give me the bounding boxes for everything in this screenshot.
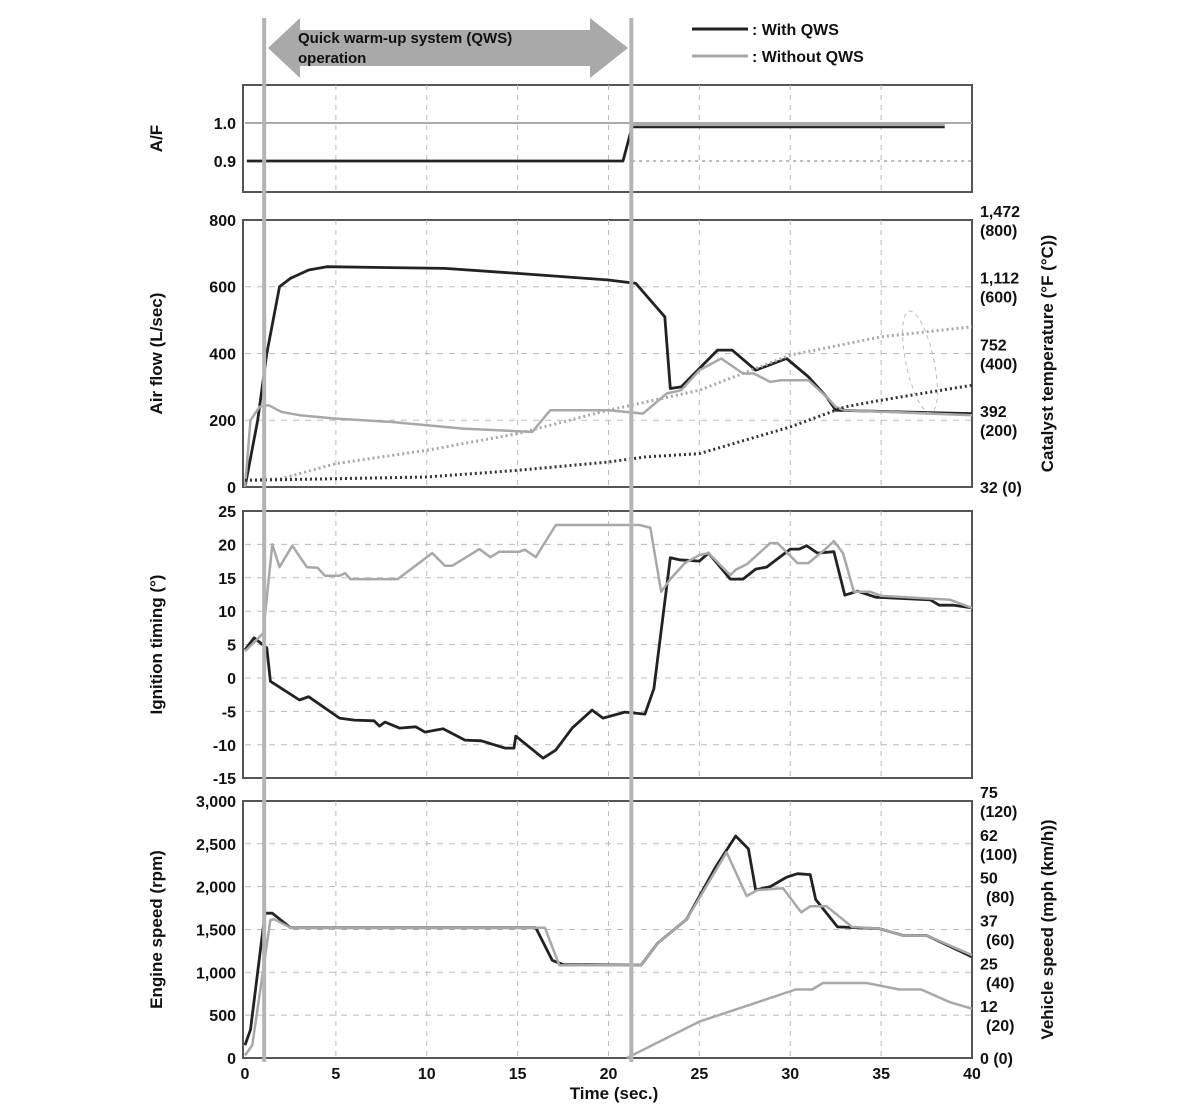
series-catalyst-temp-dark <box>244 383 973 482</box>
y2-tick-sublabel: (400) <box>980 356 1017 373</box>
y2-tick-label: 752 <box>980 337 1007 354</box>
y2-tick-label: 1,112 <box>980 271 1019 288</box>
x-axis-title: Time (sec.) <box>570 1084 659 1103</box>
y2-tick-sublabel: (80) <box>986 890 1014 907</box>
y2-tick-sublabel: (40) <box>986 975 1014 992</box>
x-tick-label: 15 <box>509 1066 527 1083</box>
y2-tick-label: 1,472 <box>980 204 1020 221</box>
y2-tick-label: 0 (0) <box>980 1051 1013 1068</box>
panel-frame-3 <box>242 800 973 1059</box>
annotation-line2: operation <box>298 50 366 67</box>
y2-tick-label: 37 <box>980 913 998 930</box>
series-without-qws <box>243 851 973 1057</box>
y-axis-title: Ignition timing (°) <box>147 575 166 715</box>
y-tick-label: -10 <box>213 738 236 755</box>
y-tick-label: 200 <box>209 413 236 430</box>
y2-tick-sublabel: (200) <box>980 423 1017 440</box>
annotation-line1: Quick warm-up system (QWS) <box>298 30 512 47</box>
y-tick-label: 1,500 <box>196 922 236 939</box>
y-tick-label: 400 <box>209 346 236 363</box>
y2-tick-sublabel: (100) <box>980 847 1017 864</box>
x-tick-label: 10 <box>418 1066 436 1083</box>
y-tick-label: 0 <box>227 671 236 688</box>
qws-operation-arrow <box>268 18 628 78</box>
y2-tick-label: 25 <box>980 956 998 973</box>
x-tick-label: 20 <box>600 1066 618 1083</box>
y-tick-label: 25 <box>218 504 236 521</box>
y-tick-label: 20 <box>218 537 236 554</box>
y2-tick-label: 12 <box>980 999 998 1016</box>
y-tick-label: 1,000 <box>196 965 236 982</box>
y-tick-label: 600 <box>209 280 236 297</box>
y-tick-label: 0 <box>227 480 236 497</box>
y-tick-label: 10 <box>218 604 236 621</box>
x-tick-label: 40 <box>963 1066 981 1083</box>
series-with-qws <box>243 265 973 488</box>
y2-axis-title: Vehicle speed (mph (km/h)) <box>1038 819 1057 1039</box>
y2-tick-sublabel: (20) <box>986 1018 1014 1035</box>
highlight-ellipse <box>902 310 938 414</box>
y-tick-label: 800 <box>209 213 236 230</box>
y-tick-label: 5 <box>227 638 236 655</box>
y2-tick-label: 32 (0) <box>980 480 1022 497</box>
y-tick-label: 15 <box>218 571 236 588</box>
series-without-qws <box>243 357 973 488</box>
y-axis-title: A/F <box>147 125 166 152</box>
y-tick-label: 0.9 <box>214 154 236 171</box>
y2-tick-sublabel: (800) <box>980 223 1017 240</box>
y-tick-label: -15 <box>213 771 236 788</box>
legend-label-0: : With QWS <box>752 22 839 39</box>
x-tick-label: 25 <box>690 1066 708 1083</box>
legend-label-1: : Without QWS <box>752 49 864 66</box>
x-tick-label: 30 <box>781 1066 799 1083</box>
panel-frame-1 <box>242 219 973 488</box>
x-tick-label: 5 <box>331 1066 340 1083</box>
y2-tick-label: 392 <box>980 404 1007 421</box>
y-tick-label: 2,000 <box>196 880 236 897</box>
series-with-qws <box>246 125 945 163</box>
x-tick-label: 35 <box>872 1066 890 1083</box>
y2-tick-sublabel: (60) <box>986 932 1014 949</box>
y2-tick-label: 62 <box>980 828 998 845</box>
series-vehicle-speed <box>626 981 973 1060</box>
y-axis-title: Engine speed (rpm) <box>147 850 166 1009</box>
y-axis-title: Air flow (L/sec) <box>147 293 166 415</box>
y-tick-label: 500 <box>209 1008 236 1025</box>
x-tick-label: 0 <box>241 1066 250 1083</box>
y2-tick-label: 50 <box>980 871 998 888</box>
y-tick-label: 0 <box>227 1051 236 1068</box>
y-tick-label: -5 <box>222 704 236 721</box>
y-tick-label: 2,500 <box>196 837 236 854</box>
y2-tick-sublabel: (120) <box>980 804 1017 821</box>
series-without-qws <box>244 523 973 653</box>
y2-tick-sublabel: (600) <box>980 290 1017 307</box>
panel-frame-0 <box>242 84 973 193</box>
y2-tick-label: 75 <box>980 785 998 802</box>
y-tick-label: 3,000 <box>196 794 236 811</box>
y2-axis-title: Catalyst temperature (°F (°C)) <box>1038 235 1057 472</box>
panel-frame-2 <box>242 510 973 779</box>
y-tick-label: 1.0 <box>214 116 236 133</box>
